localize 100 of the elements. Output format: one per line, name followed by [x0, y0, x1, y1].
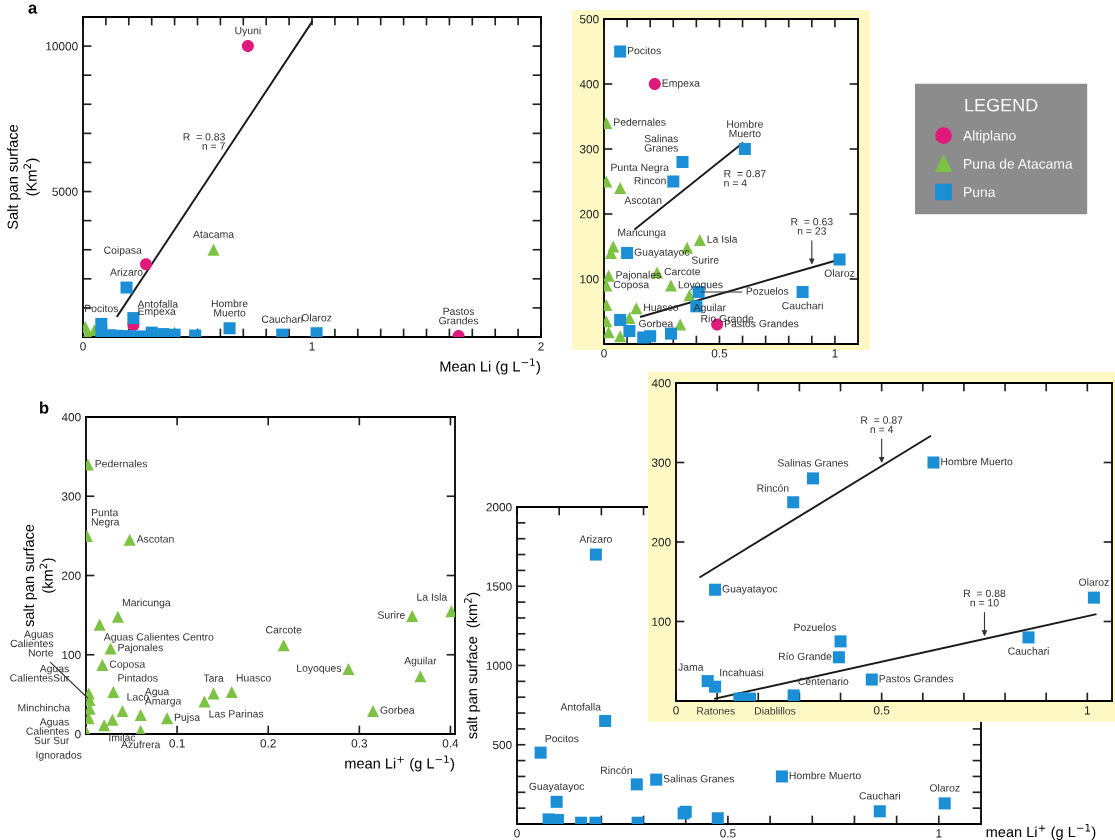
annotation: Atacama: [193, 230, 235, 238]
annotation: Cauchari: [1008, 647, 1049, 655]
annotation: Hombre Muerto: [211, 299, 248, 317]
annotation: Ignorados: [36, 751, 82, 761]
x-tick-label: 0.5: [711, 349, 728, 358]
y-axis-title: Salt pan surface (Km$^{2}$): [7, 124, 40, 230]
y-tick-label: 300: [651, 458, 671, 467]
x-axis-title: Mean Li (g L$^{−1}$): [440, 358, 540, 375]
x-tick-label: 0.5: [873, 706, 890, 715]
annotation: Incahuasi: [720, 668, 764, 677]
annotation: Las Parinas: [209, 709, 264, 718]
x-tick-label: 1: [936, 829, 942, 838]
x-tick-label: 0.3: [351, 739, 368, 748]
annotation: Ascotan: [136, 535, 174, 543]
y-tick-label: 100: [62, 650, 81, 660]
y-tick-label: 5000: [52, 187, 78, 196]
annotation: Maricunga: [618, 228, 667, 239]
annotation: Pocitos: [627, 46, 661, 55]
x-tick-label: 0.5: [720, 829, 736, 838]
annotation: Salinas Granes: [777, 458, 849, 467]
y-tick-label: 400: [651, 379, 671, 388]
annotation: Guayatayoc: [634, 248, 690, 258]
annotation: Punta Negra: [611, 163, 669, 174]
annotation: Empexa: [662, 79, 700, 89]
annotation: Olaroz: [301, 313, 332, 322]
annotation: Pastos Grandes: [439, 307, 479, 325]
y-axis-title: salt pan surface (km$^{2}$): [463, 592, 481, 739]
annotation: R = 0.87 n = 4: [724, 169, 766, 187]
annotation: Rincón: [757, 484, 789, 492]
x-tick-label: 0.4: [442, 739, 459, 748]
y-tick-label: 0: [75, 730, 81, 739]
annotation: Imilac: [109, 733, 136, 742]
y-tick-label: 500: [492, 740, 512, 750]
x-tick-label: 1: [309, 342, 315, 351]
annotation: Uyuni: [235, 26, 261, 37]
annotation: Hombre Muerto: [941, 457, 1013, 466]
y-tick-label: 100: [652, 617, 671, 626]
annotation: La Isla: [417, 593, 448, 601]
legend-label: Puna de Atacama: [964, 158, 1073, 169]
annotation: Pastos Grandes: [879, 674, 954, 683]
annotation: Loyoques: [678, 281, 723, 291]
annotation: Gorbea: [380, 706, 415, 714]
y-tick-label: 10000: [46, 42, 78, 51]
annotation: Arizaro: [579, 535, 612, 543]
annotation: Coposa: [109, 660, 146, 670]
annotation: Aguilar: [404, 656, 437, 667]
annotation: Punta Negra: [91, 508, 120, 528]
y-tick-label: 1500: [486, 582, 512, 591]
legend-label: Puna: [964, 187, 996, 198]
x-tick-label: 2: [538, 342, 544, 351]
annotation: Centenario: [798, 677, 849, 686]
annotation: Guayatayoc: [529, 782, 585, 793]
annotation: Río Grande: [778, 652, 832, 661]
annotation: Gorbea: [639, 319, 674, 328]
annotation: Coipasa: [104, 246, 142, 256]
annotation: Salinas Granes: [663, 774, 734, 783]
x-tick-label: 1: [832, 349, 838, 358]
x-tick-label: 0: [601, 349, 607, 358]
annotation: R = 0.63 n = 23: [791, 217, 833, 235]
annotation: Pujsa: [174, 713, 201, 724]
annotation: Huasco: [236, 674, 271, 682]
y-axis-title: salt pan surface (km$^{2}$): [23, 524, 56, 627]
x-tick-label: 0.1: [169, 739, 185, 748]
annotation: Pocitos: [545, 734, 579, 743]
annotation: Pintados: [118, 673, 158, 682]
y-tick-label: 200: [62, 571, 81, 580]
x-axis-title: mean Li$^{+}$ (g L$^{−1}$): [345, 755, 454, 772]
annotation: Pedernales: [614, 118, 666, 126]
annotation: Pozuelos: [746, 287, 789, 295]
annotation: Arizaro: [110, 268, 143, 276]
annotation: Loyoques: [297, 664, 342, 674]
annotation: Olaroz: [824, 269, 855, 277]
annotation: Pedernales: [95, 459, 148, 468]
annotation: Carcote: [664, 267, 701, 276]
x-axis-title: mean Li$^{+}$ (g L$^{−1}$): [986, 824, 1096, 840]
annotation: Coposa: [613, 280, 650, 291]
annotation: Olaroz: [929, 783, 960, 792]
annotation: Hombre Muerto: [789, 771, 861, 780]
y-tick-label: 400: [579, 80, 599, 89]
y-tick-label: 1000: [486, 661, 512, 670]
y-tick-label: 300: [579, 145, 599, 154]
legend-label: Altiplano: [962, 130, 1016, 144]
annotation: Maricunga: [122, 598, 171, 609]
annotation: Jama: [678, 663, 704, 671]
annotation: Surire: [691, 256, 719, 264]
annotation: Empexa: [138, 307, 176, 318]
annotation: R = 0.87 n = 4: [861, 416, 903, 433]
annotation: Minchincha: [18, 703, 71, 712]
y-tick-label: 500: [579, 15, 599, 24]
annotation: Ratones: [697, 707, 735, 715]
annotation: Antofalla: [137, 300, 179, 308]
annotation: Hombre Muerto: [727, 120, 763, 138]
annotation: Azufrera: [121, 740, 161, 749]
y-tick-label: 200: [652, 538, 671, 547]
annotation: Cauchari: [261, 315, 303, 323]
annotation: Carcote: [266, 626, 302, 634]
x-tick-label: 1: [1084, 706, 1091, 715]
annotation: Aguas Calientes Norte: [10, 630, 54, 657]
x-tick-label: 0.2: [260, 739, 276, 748]
chart-title: a: [28, 4, 38, 14]
